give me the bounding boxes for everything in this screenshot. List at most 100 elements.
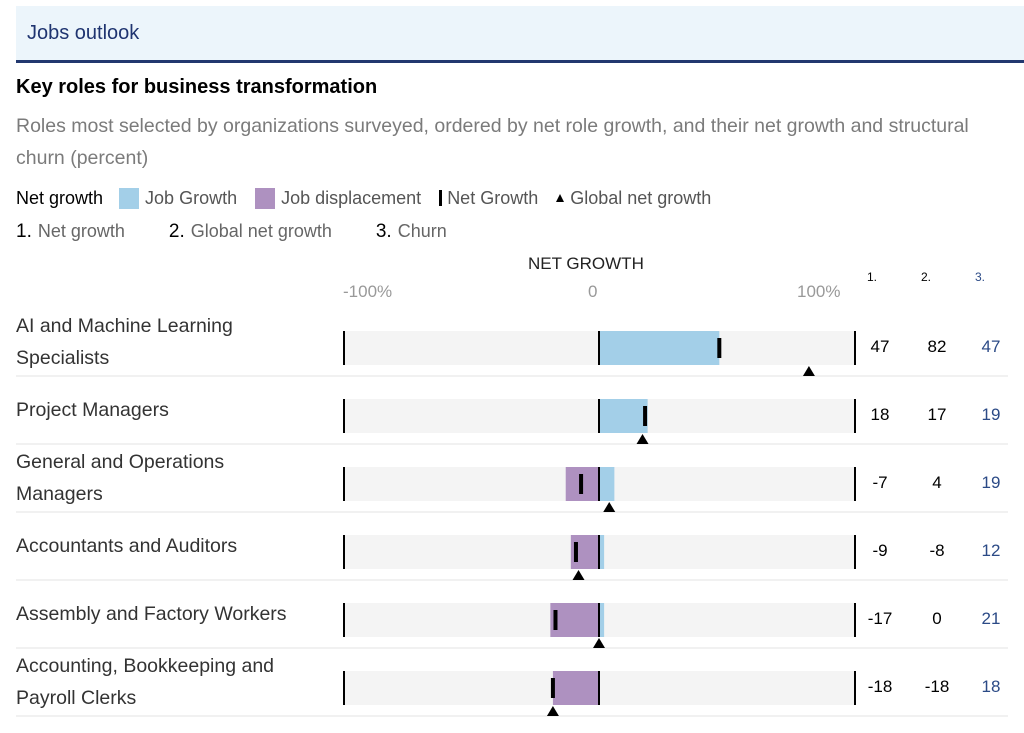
vertical-bar-icon xyxy=(439,190,443,206)
legend-label: Job displacement xyxy=(281,187,422,208)
global-net-growth-marker xyxy=(593,638,605,648)
row-label-line: Project Managers xyxy=(16,399,169,421)
column-legend-item: 1. Net growth xyxy=(16,221,125,243)
column-legend-item: 3. Churn xyxy=(376,221,447,243)
axis-edge-right xyxy=(854,467,856,501)
row-label-line: General and Operations xyxy=(16,451,225,473)
net-growth-marker xyxy=(579,474,584,494)
x-axis-title: NET GROWTH xyxy=(528,254,644,273)
axis-edge-left xyxy=(343,331,345,365)
row-divider xyxy=(16,375,1008,377)
row-label: AI and Machine Learning Specialists xyxy=(16,310,233,374)
row-label-line: AI and Machine Learning xyxy=(16,315,233,337)
row-label-line: Specialists xyxy=(16,347,110,369)
value-churn: 21 xyxy=(981,609,1001,628)
value-churn: 12 xyxy=(981,541,1001,560)
row-label-line: Payroll Clerks xyxy=(16,687,137,709)
tick-label-min: -100% xyxy=(343,282,393,301)
net-growth-marker xyxy=(550,678,555,698)
legend-title: Net growth xyxy=(16,187,104,208)
axis-edge-right xyxy=(854,671,856,705)
value-churn: 18 xyxy=(981,677,1001,696)
section-header: Jobs outlook xyxy=(16,6,1024,63)
column-header-churn: 3. xyxy=(975,270,986,284)
chart-subtitle: Roles most selected by organizations sur… xyxy=(16,115,969,169)
axis-edge-left xyxy=(343,399,345,433)
column-number: 2. xyxy=(168,221,185,242)
growth-bar xyxy=(599,331,720,365)
column-number: 3. xyxy=(375,221,392,242)
zero-line xyxy=(598,467,600,501)
section-title: Jobs outlook xyxy=(27,22,140,44)
row-label: Project Managers xyxy=(16,394,169,426)
column-legend-label: Churn xyxy=(397,221,447,241)
column-legend: 1. Net growth 2. Global net growth 3. Churn xyxy=(16,221,491,243)
axis-edge-left xyxy=(343,535,345,569)
legend-item-global-net-growth: Global net growth xyxy=(556,188,711,209)
zero-line xyxy=(598,603,600,637)
blue-square-icon xyxy=(119,187,140,209)
axis-edge-right xyxy=(854,535,856,569)
value-churn: 19 xyxy=(981,473,1001,492)
row-divider xyxy=(16,511,1008,513)
column-legend-label: Global net growth xyxy=(190,221,332,241)
column-header-global: 2. xyxy=(921,270,932,284)
row-label: Accountants and Auditors xyxy=(16,530,237,562)
growth-bar xyxy=(599,603,605,637)
legend-label: Net Growth xyxy=(447,187,539,208)
axis-edge-right xyxy=(854,603,856,637)
displacement-bar xyxy=(552,671,599,705)
value-net: -17 xyxy=(867,609,893,628)
value-global: 0 xyxy=(932,609,942,628)
axis-edge-right xyxy=(854,399,856,433)
global-net-growth-marker xyxy=(546,706,559,716)
axis-edge-left xyxy=(343,467,345,501)
zero-line xyxy=(598,399,600,433)
zero-line xyxy=(598,331,600,365)
column-legend-label: Net growth xyxy=(37,221,125,241)
axis-edge-left xyxy=(343,603,345,637)
chart-title: Key roles for business transformation xyxy=(16,76,378,98)
legend-item-net-growth: Net Growth xyxy=(439,188,538,209)
value-net: -9 xyxy=(872,541,888,560)
legend: Net growth Job Growth Job displacement N… xyxy=(16,186,729,210)
value-churn: 19 xyxy=(981,405,1001,424)
global-net-growth-marker xyxy=(802,366,815,376)
row-label: Accounting, Bookkeeping and Payroll Clerk… xyxy=(16,650,274,714)
triangle-up-icon xyxy=(556,194,565,202)
row-label-line: Assembly and Factory Workers xyxy=(16,603,287,625)
tick-label-max: 100% xyxy=(797,282,841,301)
global-net-growth-marker xyxy=(636,434,649,444)
displacement-bar xyxy=(550,603,599,637)
purple-square-icon xyxy=(255,187,276,209)
row-divider xyxy=(16,579,1008,581)
value-churn: 47 xyxy=(981,337,1001,356)
column-header-net: 1. xyxy=(867,270,878,284)
growth-bar xyxy=(599,467,615,501)
value-net: -18 xyxy=(867,677,893,696)
legend-item-job-displacement: Job displacement xyxy=(255,187,422,209)
value-net: 47 xyxy=(870,337,890,356)
global-net-growth-marker xyxy=(603,502,616,512)
net-growth-marker xyxy=(717,338,722,358)
net-growth-marker xyxy=(573,542,578,562)
row-divider xyxy=(16,443,1008,445)
global-net-growth-marker xyxy=(572,570,585,580)
value-global: -18 xyxy=(924,677,950,696)
row-label: Assembly and Factory Workers xyxy=(16,598,287,630)
value-global: 4 xyxy=(932,473,942,492)
zero-line xyxy=(598,535,600,569)
growth-bar xyxy=(599,535,605,569)
value-net: 18 xyxy=(870,405,890,424)
legend-label: Global net growth xyxy=(570,187,712,208)
column-number: 1. xyxy=(16,221,32,242)
row-label-line: Managers xyxy=(16,483,103,505)
value-global: 82 xyxy=(927,337,947,356)
legend-item-job-growth: Job Growth xyxy=(119,187,237,209)
net-growth-marker xyxy=(643,406,648,426)
growth-bar xyxy=(599,399,648,433)
value-net: -7 xyxy=(872,473,888,492)
zero-line xyxy=(598,671,600,705)
value-global: 17 xyxy=(927,405,947,424)
